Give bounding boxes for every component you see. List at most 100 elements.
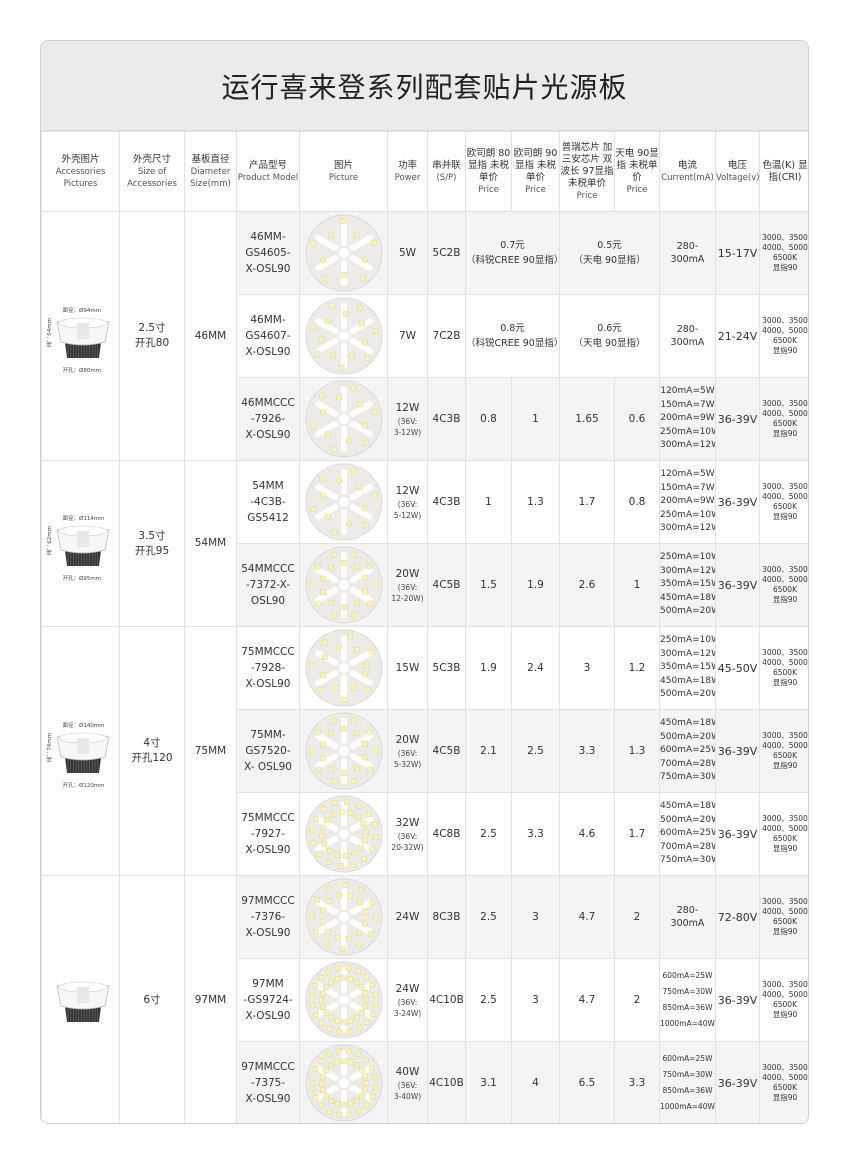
- text-line: 600mA=25W: [660, 745, 716, 756]
- text-line: 46MM-: [250, 314, 286, 326]
- model-cell: 46MM- GS4605- X-OSL90: [236, 211, 300, 295]
- price-tiandian-90: 1.2: [614, 626, 660, 710]
- header-en: Price: [525, 184, 546, 195]
- diameter-cell: 97MM: [184, 875, 237, 1123]
- price-osram-80: 0.8: [465, 377, 512, 461]
- table-row: 97MM -GS9724- X-OSL90 24W (36V: 3-24W) 4C10B 2.…: [42, 958, 808, 1042]
- text-line: 3000、3500: [762, 316, 808, 325]
- power-value: 7W: [398, 329, 417, 342]
- header-en: (S/P): [436, 172, 457, 183]
- price-tiandian-90: 1: [614, 543, 660, 627]
- downlight-shell-image: [56, 732, 109, 773]
- voltage-cell: 45-50V: [715, 626, 760, 710]
- text-line: 450mA=18W: [660, 592, 716, 603]
- led-board-image: [305, 961, 382, 1039]
- text-line: X-OSL90: [245, 429, 291, 441]
- text-line: 3000、3500: [762, 1063, 808, 1072]
- led-board-image: [305, 795, 382, 873]
- cct-cri-cell: 3000、3500 4000、5000 6500K 显指90: [759, 377, 808, 461]
- sp-cell: 7C2B: [427, 294, 466, 378]
- power-note: (36V: 20-32W): [389, 831, 427, 853]
- text-line: 750mA=30W: [662, 987, 713, 996]
- text-line: 3000、3500: [762, 482, 808, 491]
- shell-size-cell: 3.5寸 开孔95: [119, 460, 185, 627]
- model-cell: 46MMCCC -7926- X-OSL90: [236, 377, 300, 461]
- column-header: 图片 Picture: [299, 131, 388, 212]
- header-cn: 电流: [677, 159, 697, 171]
- power-value: 5W: [398, 246, 417, 259]
- model-cell: 75MM- GS7520- X- OSL90: [236, 709, 300, 793]
- price-osram-90: 3: [511, 958, 560, 1042]
- price-osram-merged: 0.8元 （科锐CREE 90显指）: [465, 294, 560, 378]
- text-line: (36V:: [397, 831, 418, 841]
- cct-cri-cell: 3000、3500 4000、5000 6500K 显指90: [759, 543, 808, 627]
- text-line: 350mA=15W: [660, 579, 716, 590]
- header-cn: 色温(K) 显指(CRI): [762, 159, 808, 183]
- text-line: 显指90: [772, 1010, 798, 1019]
- table-row: 面径：Ø140mm 高：74mm 开孔：Ø120mm 4寸 开孔120 75MM 75MMC…: [41, 626, 808, 876]
- text-line: X-OSL90: [245, 678, 291, 690]
- model-cell: 54MM -4C3B- GS5412: [236, 460, 300, 544]
- price-osram-90: 3.3: [511, 792, 560, 876]
- power-value: 20W: [395, 733, 420, 746]
- current-cell: 280-300mA: [659, 294, 716, 378]
- power-value: 12W: [395, 484, 420, 497]
- picture-cell: [299, 460, 388, 544]
- text-line: 显指90: [772, 761, 798, 770]
- text-line: 3000、3500: [762, 980, 808, 989]
- shell-picture-cell: 面径：Ø94mm 高：54mm 开孔：Ø80mm: [41, 211, 120, 461]
- cct-cri-cell: 3000、3500 4000、5000 6500K 显指90: [759, 792, 808, 876]
- voltage-cell: 15-17V: [715, 211, 760, 295]
- current-cell: 120mA=5W 150mA=7W 200mA=9W 250mA=10W 300mA=1…: [659, 377, 716, 461]
- sp-cell: 4C8B: [427, 792, 466, 876]
- text-line: -7375-: [250, 1077, 286, 1089]
- text-line: 600mA=25W: [660, 828, 716, 839]
- price-osram-80: 2.5: [465, 875, 512, 959]
- text-line: 750mA=30W: [662, 1070, 713, 1079]
- power-note: (36V: 3-40W): [389, 1080, 427, 1102]
- power-value: 20W: [395, 567, 420, 580]
- price-puri-97: 4.6: [559, 792, 615, 876]
- text-line: 4000、5000: [762, 409, 808, 418]
- text-line: 200mA=9W: [660, 496, 715, 507]
- text-line: 600mA=25W: [662, 971, 713, 980]
- model-cell: 75MMCCC -7928- X-OSL90: [236, 626, 300, 710]
- shell-figure: [43, 960, 119, 1040]
- text-line: 250mA=10W: [660, 552, 716, 563]
- table-row: 46MMCCC -7926- X-OSL90 12W (36V: 3-12W) 4C3B 0.…: [42, 377, 808, 461]
- power-cell: 12W (36V: 3-12W): [387, 377, 428, 461]
- shell-height-label: 高：62mm: [46, 525, 53, 555]
- voltage-cell: 36-39V: [715, 377, 760, 461]
- text-line: 3000、3500: [762, 814, 808, 823]
- column-header: 外壳尺寸 Size of Accessories: [119, 131, 185, 212]
- text-line: 120mA=5W: [660, 469, 715, 480]
- text-line: -GS9724-: [243, 994, 293, 1006]
- picture-cell: [299, 709, 388, 793]
- text-line: 450mA=18W: [660, 675, 716, 686]
- page-title: 运行喜来登系列配套贴片光源板: [41, 41, 808, 131]
- header-en: Current(mA): [661, 172, 714, 183]
- sp-cell: 4C5B: [427, 709, 466, 793]
- text-line: 46MMCCC: [241, 397, 295, 409]
- text-line: X-OSL90: [245, 927, 291, 939]
- voltage-cell: 36-39V: [715, 958, 760, 1042]
- column-header: 产品型号 Product Model: [236, 131, 300, 212]
- led-board-image: [305, 463, 382, 541]
- text-line: 12-20W): [391, 593, 424, 603]
- text-line: 3-40W): [393, 1091, 422, 1101]
- table-row: 面径：Ø114mm 高：62mm 开孔：Ø95mm 3.5寸 开孔95 54MM 54MM -…: [41, 460, 808, 627]
- header-en: Power: [394, 172, 421, 183]
- header-cn: 产品型号: [248, 159, 287, 171]
- text-line: （科锐CREE 90显指）: [466, 255, 560, 266]
- model-cell: 75MMCCC -7927- X-OSL90: [236, 792, 300, 876]
- price-other-merged: 0.5元 （天电 90显指）: [559, 211, 660, 295]
- price-osram-80: 2.5: [465, 958, 512, 1042]
- shell-size-cell: 4寸 开孔120: [119, 626, 185, 876]
- power-cell: 15W: [387, 626, 428, 710]
- text-line: 3.5寸: [138, 529, 166, 542]
- power-cell: 24W (36V: 3-24W): [387, 958, 428, 1042]
- model-cell: 46MM- GS4607- X-OSL90: [236, 294, 300, 378]
- text-line: (36V:: [397, 499, 418, 509]
- text-line: 0.7元: [500, 240, 525, 251]
- cct-cri-cell: 3000、3500 4000、5000 6500K 显指90: [759, 958, 808, 1042]
